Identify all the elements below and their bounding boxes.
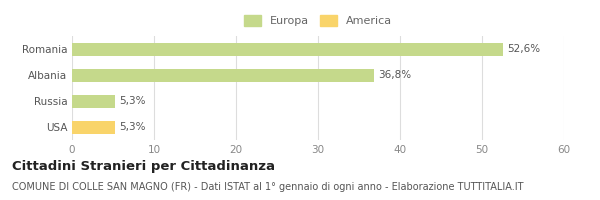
Legend: Europa, America: Europa, America: [242, 12, 394, 28]
Text: 5,3%: 5,3%: [119, 122, 146, 132]
Bar: [72, 43, 503, 55]
Bar: [72, 68, 374, 82]
Bar: [72, 95, 115, 108]
Text: 5,3%: 5,3%: [119, 96, 146, 106]
Text: Cittadini Stranieri per Cittadinanza: Cittadini Stranieri per Cittadinanza: [12, 160, 275, 173]
Bar: [72, 120, 115, 134]
Text: 36,8%: 36,8%: [378, 70, 411, 80]
Text: COMUNE DI COLLE SAN MAGNO (FR) - Dati ISTAT al 1° gennaio di ogni anno - Elabora: COMUNE DI COLLE SAN MAGNO (FR) - Dati IS…: [12, 182, 523, 192]
Text: 52,6%: 52,6%: [508, 44, 541, 54]
